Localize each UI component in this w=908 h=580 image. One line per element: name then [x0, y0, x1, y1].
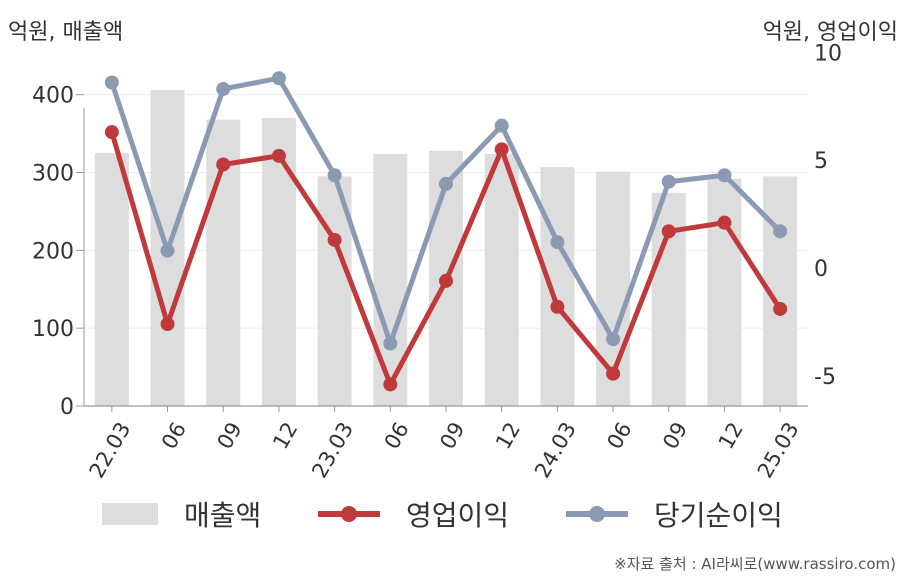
legend-swatch-operating-profit — [318, 503, 380, 525]
point-operating-profit — [383, 377, 398, 392]
point-operating-profit — [717, 215, 732, 230]
left-tick-label: 200 — [32, 239, 74, 264]
x-tick-label: 24.03 — [530, 418, 581, 482]
legend-item-revenue: 매출액 — [102, 494, 261, 534]
bar-revenue — [373, 153, 408, 406]
point-net-income — [327, 168, 342, 183]
bar-revenue — [261, 118, 296, 406]
point-net-income — [383, 336, 398, 351]
left-axis-title: 억원, 매출액 — [8, 20, 124, 45]
x-tick-label: 12 — [491, 418, 525, 453]
x-tick-label: 23.03 — [307, 418, 358, 482]
point-net-income — [439, 176, 453, 191]
legend-item-operating-profit: 영업이익 — [318, 494, 509, 534]
point-operating-profit — [216, 157, 231, 172]
point-net-income — [104, 75, 119, 90]
left-tick-label: 300 — [32, 162, 74, 187]
right-tick-label: 10 — [814, 41, 842, 66]
point-operating-profit — [661, 224, 676, 239]
bar-revenue — [707, 178, 742, 406]
bar-revenue — [540, 167, 575, 406]
x-tick-label: 12 — [714, 418, 748, 453]
point-operating-profit — [550, 299, 565, 314]
legend-label-operating-profit: 영업이익 — [406, 499, 510, 532]
point-operating-profit — [606, 366, 621, 381]
point-operating-profit — [773, 301, 788, 316]
point-net-income — [661, 174, 676, 189]
x-tick-label: 25.03 — [753, 418, 804, 482]
x-tick-label: 06 — [602, 418, 636, 453]
chart-legend: 매출액 영업이익 당기순이익 — [0, 494, 908, 534]
right-tick-label: 0 — [814, 257, 828, 282]
legend-label-net-income: 당기순이익 — [654, 499, 783, 532]
point-operating-profit — [494, 142, 509, 157]
legend-item-net-income: 당기순이익 — [566, 494, 783, 534]
point-net-income — [550, 235, 565, 250]
x-tick-label: 09 — [435, 418, 469, 453]
legend-swatch-net-income — [566, 503, 628, 525]
legend-swatch-revenue — [102, 503, 158, 525]
point-net-income — [773, 224, 788, 239]
point-net-income — [160, 243, 175, 258]
bar-revenue — [94, 153, 129, 406]
point-net-income — [271, 71, 286, 86]
point-net-income — [717, 168, 732, 183]
left-tick-label: 0 — [60, 395, 74, 420]
right-tick-label: -5 — [814, 365, 836, 390]
left-tick-label: 100 — [32, 317, 74, 342]
point-operating-profit — [439, 273, 453, 288]
x-tick-label: 06 — [380, 418, 414, 453]
right-axis-title: 억원, 영업이익 — [762, 20, 898, 45]
x-tick-label: 06 — [157, 418, 191, 453]
right-tick-label: 5 — [814, 149, 828, 174]
x-tick-label: 12 — [268, 418, 302, 453]
point-net-income — [216, 81, 231, 96]
point-operating-profit — [327, 232, 342, 247]
x-tick-label: 22.03 — [84, 418, 135, 482]
x-tick-label: 09 — [658, 418, 692, 453]
x-tick-label: 09 — [213, 418, 247, 453]
point-operating-profit — [104, 125, 119, 140]
point-net-income — [606, 332, 621, 347]
legend-label-revenue: 매출액 — [184, 499, 262, 532]
point-operating-profit — [160, 317, 175, 332]
point-operating-profit — [271, 148, 286, 163]
point-net-income — [494, 118, 509, 133]
left-tick-label: 400 — [32, 84, 74, 109]
bar-revenue — [484, 153, 519, 406]
source-note: ※자료 출처 : AI라씨로(www.rassiro.com) — [614, 555, 896, 573]
